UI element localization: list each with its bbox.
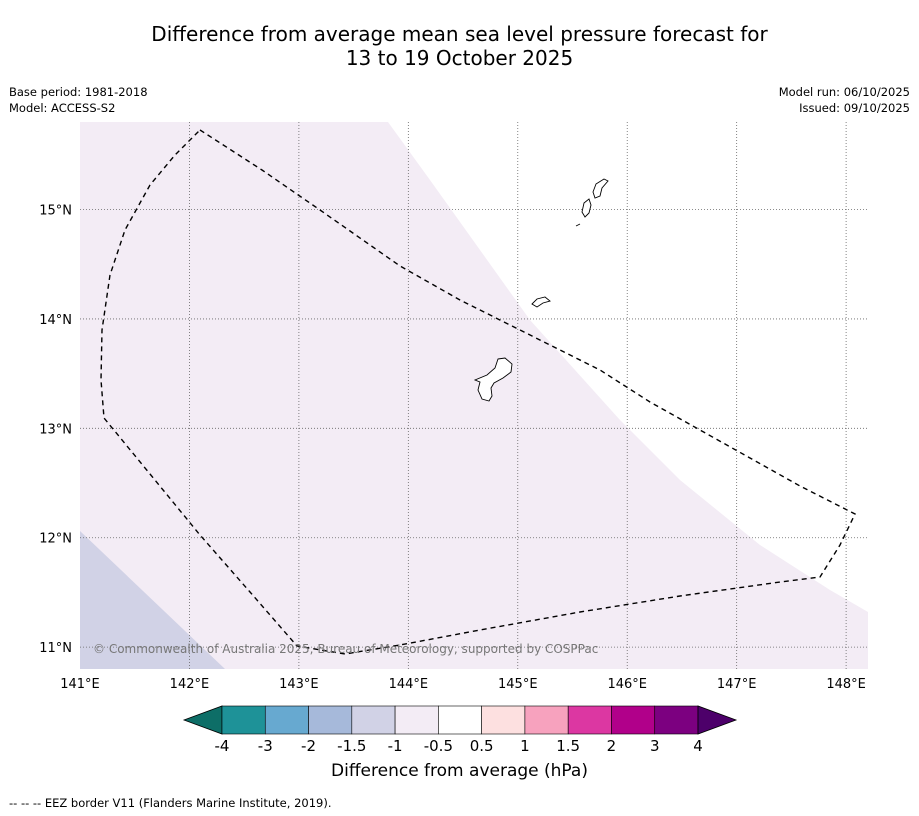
meta-left: Base period: 1981-2018 Model: ACCESS-S2: [9, 84, 148, 116]
map-panel: [80, 122, 868, 669]
colorbar-swatch: [481, 705, 526, 735]
colorbar-title: Difference from average (hPa): [331, 761, 588, 781]
colorbar-tick-label: 2: [607, 737, 617, 755]
colorbar-tick-label: -1: [388, 737, 403, 755]
colorbar-extend-high: [697, 705, 738, 735]
meta-right: Model run: 06/10/2025 Issued: 09/10/2025: [779, 84, 910, 116]
longitude-tick-label: 142°E: [170, 677, 210, 692]
colorbar-swatch: [308, 705, 353, 735]
chart-title: Difference from average mean sea level p…: [0, 22, 919, 70]
longitude-tick-label: 143°E: [279, 677, 319, 692]
colorbar-swatch: [394, 705, 439, 735]
model-name: Model: ACCESS-S2: [9, 101, 116, 115]
base-period: Base period: 1981-2018: [9, 85, 148, 99]
island-guam: [473, 357, 513, 402]
anomaly-region-medium: [80, 531, 225, 669]
colorbar-swatch: [654, 705, 699, 735]
colorbar-swatch: [567, 705, 612, 735]
island-aguijan: [575, 223, 581, 227]
colorbar-swatch: [524, 705, 569, 735]
latitude-tick-label: 14°N: [39, 313, 72, 328]
colorbar-swatch: [438, 705, 482, 735]
title-line-2: 13 to 19 October 2025: [345, 46, 574, 70]
colorbar-tick-label: -0.5: [424, 737, 453, 755]
gridlines: [80, 122, 868, 669]
longitude-tick-label: 148°E: [826, 677, 866, 692]
eez-border: [100, 129, 856, 655]
footnote: -- -- -- EEZ border V11 (Flanders Marine…: [9, 796, 332, 810]
colorbar-swatch: [264, 705, 309, 735]
longitude-tick-label: 145°E: [498, 677, 538, 692]
colorbar-swatch: [351, 705, 396, 735]
colorbar: -4 -3 -2 -1.5 -1 -0.5 0.5 1 1.5 2 3 4: [182, 705, 738, 755]
colorbar-swatch: [611, 705, 656, 735]
colorbar-tick-label: 1: [520, 737, 530, 755]
colorbar-tick-label: -4: [215, 737, 230, 755]
colorbar-extend-low: [182, 705, 223, 735]
colorbar-tick-label: -1.5: [337, 737, 366, 755]
copyright-text: © Commonwealth of Australia 2025, Bureau…: [93, 642, 598, 656]
latitude-tick-label: 13°N: [39, 422, 72, 437]
colorbar-tick-label: 3: [650, 737, 660, 755]
island-tinian: [581, 198, 592, 218]
latitude-tick-label: 11°N: [39, 641, 72, 656]
anomaly-region-light: [80, 122, 868, 669]
longitude-ticks: 141°E 142°E 143°E 144°E 145°E 146°E 147°E 148°E: [60, 677, 866, 692]
island-rota: [531, 296, 551, 308]
colorbar-tick-label: 4: [693, 737, 703, 755]
longitude-tick-label: 146°E: [607, 677, 647, 692]
latitude-tick-label: 12°N: [39, 532, 72, 547]
model-run: Model run: 06/10/2025: [778, 85, 910, 99]
colorbar-tick-label: -2: [301, 737, 316, 755]
latitude-tick-label: 15°N: [39, 204, 72, 219]
colorbar-tick-label: 1.5: [556, 737, 580, 755]
colorbar-tick-label: 0.5: [470, 737, 494, 755]
islands: [473, 178, 609, 402]
title-line-1: Difference from average mean sea level p…: [151, 22, 768, 46]
colorbar-swatch: [221, 705, 266, 735]
longitude-tick-label: 141°E: [60, 677, 100, 692]
latitude-ticks: 15°N 14°N 13°N 12°N 11°N: [39, 204, 72, 657]
colorbar-tick-label: -3: [258, 737, 273, 755]
issued-date: Issued: 09/10/2025: [799, 101, 910, 115]
longitude-tick-label: 147°E: [717, 677, 757, 692]
longitude-tick-label: 144°E: [389, 677, 429, 692]
island-saipan: [592, 178, 609, 199]
